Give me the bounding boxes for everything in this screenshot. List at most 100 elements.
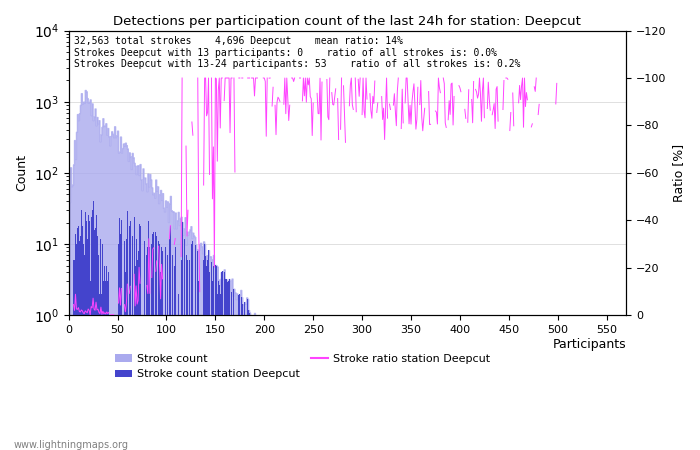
Bar	[422, 315, 423, 450]
Bar	[294, 315, 295, 450]
Bar	[475, 315, 476, 450]
Bar	[269, 315, 270, 450]
Bar	[476, 315, 477, 450]
Bar	[162, 251, 163, 450]
Bar	[112, 315, 113, 450]
Bar	[291, 315, 292, 450]
Bar	[521, 315, 522, 450]
Bar	[120, 234, 121, 450]
Bar	[83, 244, 84, 450]
Bar	[513, 315, 514, 450]
Bar	[451, 315, 452, 450]
Bar	[389, 315, 390, 450]
Bar	[248, 310, 249, 450]
Bar	[73, 260, 74, 450]
Bar	[87, 238, 88, 450]
Bar	[213, 266, 214, 450]
Bar	[433, 315, 434, 450]
Bar	[396, 315, 397, 450]
Bar	[86, 221, 87, 450]
Bar	[531, 315, 532, 450]
Bar	[276, 315, 277, 450]
Bar	[345, 315, 346, 450]
Bar	[255, 315, 256, 450]
Bar	[535, 315, 536, 450]
Bar	[488, 315, 489, 450]
Bar	[302, 315, 303, 450]
Bar	[556, 315, 557, 450]
Bar	[244, 302, 245, 450]
Bar	[228, 281, 229, 450]
Bar	[435, 315, 436, 450]
Bar	[118, 244, 119, 450]
Bar	[350, 315, 351, 450]
Bar	[429, 315, 430, 450]
Bar	[458, 315, 459, 450]
Bar	[197, 251, 198, 450]
Bar	[329, 315, 330, 450]
Bar	[410, 315, 412, 450]
Bar	[443, 315, 444, 450]
Bar	[257, 315, 258, 450]
Bar	[393, 315, 394, 450]
Bar	[412, 315, 414, 450]
Bar	[311, 315, 312, 450]
Bar	[379, 315, 380, 450]
Bar	[473, 315, 474, 450]
Bar	[352, 315, 353, 450]
Bar	[510, 315, 511, 450]
Bar	[130, 221, 131, 450]
Bar	[161, 248, 162, 450]
Bar	[481, 315, 482, 450]
Bar	[333, 315, 334, 450]
Bar	[272, 315, 274, 450]
Bar	[174, 266, 175, 450]
Bar	[542, 315, 544, 450]
Bar	[580, 315, 581, 450]
Bar	[512, 315, 513, 450]
Bar	[75, 234, 76, 450]
Bar	[526, 315, 527, 450]
Bar	[505, 315, 506, 450]
Bar	[522, 315, 523, 450]
Bar	[545, 315, 547, 450]
Bar	[300, 315, 301, 450]
Bar	[365, 315, 367, 450]
Bar	[459, 315, 461, 450]
Bar	[489, 315, 490, 450]
Bar	[390, 315, 391, 450]
Y-axis label: Ratio [%]: Ratio [%]	[672, 144, 685, 202]
Bar	[125, 273, 126, 450]
Bar	[121, 220, 122, 450]
Bar	[151, 244, 153, 450]
Bar	[149, 248, 150, 450]
Bar	[405, 315, 407, 450]
Bar	[383, 315, 384, 450]
Bar	[230, 292, 232, 450]
Bar	[515, 315, 516, 450]
Bar	[486, 315, 488, 450]
Legend: Stroke count, Stroke count station Deepcut, Stroke ratio station Deepcut: Stroke count, Stroke count station Deepc…	[111, 349, 495, 384]
Bar	[279, 315, 281, 450]
Bar	[84, 255, 85, 450]
Bar	[225, 279, 227, 450]
Bar	[319, 315, 321, 450]
Bar	[328, 315, 329, 450]
Bar	[539, 315, 540, 450]
Bar	[471, 315, 472, 450]
Bar	[367, 315, 368, 450]
Bar	[341, 315, 342, 450]
Bar	[523, 315, 524, 450]
Bar	[382, 315, 383, 450]
Bar	[78, 226, 79, 450]
Bar	[270, 315, 271, 450]
Bar	[417, 315, 419, 450]
Bar	[439, 315, 440, 450]
Bar	[170, 226, 171, 450]
Bar	[532, 315, 533, 450]
Bar	[538, 315, 539, 450]
Bar	[144, 241, 146, 450]
Bar	[525, 315, 526, 450]
Bar	[113, 315, 114, 450]
Bar	[398, 315, 399, 450]
